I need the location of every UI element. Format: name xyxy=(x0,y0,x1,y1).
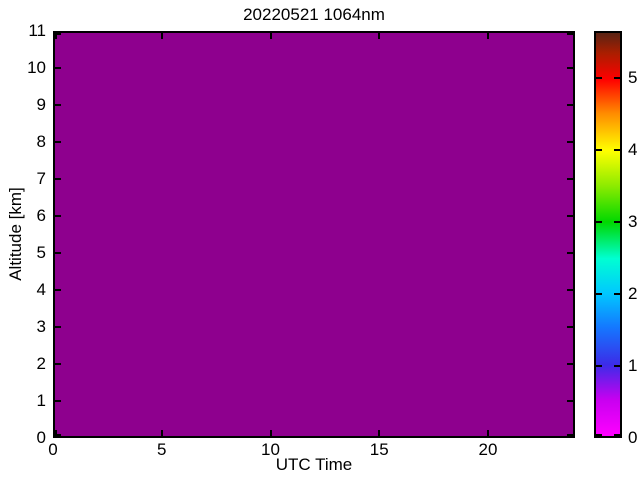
y-tick-label: 9 xyxy=(36,95,46,114)
y-tick-mark xyxy=(567,289,573,291)
x-tick-mark xyxy=(269,430,272,436)
y-tick-label: 11 xyxy=(28,21,46,40)
y-tick-label: 1 xyxy=(36,391,46,410)
x-tick-mark xyxy=(55,430,57,436)
y-tick-mark xyxy=(567,33,573,35)
y-tick-mark xyxy=(567,326,573,328)
colorbar-tick-mark xyxy=(596,148,602,151)
colorbar-tick-label: 0 xyxy=(628,428,638,447)
colorbar-tick-label: 5 xyxy=(628,67,638,87)
x-tick-mark xyxy=(378,430,381,436)
chart-title: 20220521 1064nm xyxy=(243,5,385,24)
x-tick-label: 5 xyxy=(157,440,167,459)
x-tick-mark xyxy=(160,430,163,436)
colorbar-tick-mark xyxy=(596,220,602,223)
y-tick-label: 8 xyxy=(36,132,46,151)
y-tick-label: 7 xyxy=(36,169,46,188)
y-tick-mark xyxy=(55,400,61,402)
y-tick-mark xyxy=(567,67,573,69)
colorbar-tick-label: 3 xyxy=(628,211,638,231)
colorbar-tick-mark xyxy=(596,76,602,79)
y-tick-mark xyxy=(567,178,573,180)
colorbar-tick-mark xyxy=(614,364,620,367)
y-tick-label: 4 xyxy=(36,280,46,299)
y-tick-mark xyxy=(567,434,573,436)
y-axis-label: Altitude [km] xyxy=(6,187,25,281)
colorbar-tick-mark xyxy=(596,434,602,436)
x-tick-mark xyxy=(487,430,489,436)
colorbar-tick-mark xyxy=(614,76,620,79)
x-tick-mark xyxy=(487,33,489,39)
colorbar-tick-mark xyxy=(596,364,602,367)
y-tick-mark xyxy=(55,363,61,365)
x-tick-mark xyxy=(160,33,163,39)
y-tick-label: 0 xyxy=(36,428,46,447)
colorbar-tick-mark xyxy=(614,292,620,295)
y-tick-mark xyxy=(55,252,61,254)
y-tick-mark xyxy=(567,363,573,365)
y-tick-label: 10 xyxy=(27,58,46,77)
x-axis-label: UTC Time xyxy=(275,455,353,474)
colorbar-tick-mark xyxy=(596,292,602,295)
colorbar-tick-label: 1 xyxy=(628,355,638,375)
colorbar xyxy=(594,31,622,438)
colorbar-tick-mark xyxy=(614,148,620,151)
y-tick-mark xyxy=(567,141,573,143)
y-tick-mark xyxy=(55,178,61,180)
y-tick-mark xyxy=(55,104,61,106)
y-tick-mark xyxy=(567,104,573,106)
x-tick-label: 0 xyxy=(48,440,58,459)
colorbar-tick-mark xyxy=(614,434,620,436)
y-tick-mark xyxy=(55,141,61,143)
y-tick-mark xyxy=(567,252,573,254)
y-tick-mark xyxy=(55,67,61,69)
colorbar-tick-mark xyxy=(614,220,620,223)
y-tick-label: 5 xyxy=(36,243,46,262)
colorbar-tick-label: 2 xyxy=(628,283,638,303)
y-tick-mark xyxy=(55,326,61,328)
x-tick-label: 15 xyxy=(369,440,389,459)
y-tick-label: 6 xyxy=(36,206,46,225)
y-tick-label: 3 xyxy=(36,317,46,336)
y-tick-mark xyxy=(567,400,573,402)
y-tick-mark xyxy=(55,33,61,35)
plot-area xyxy=(53,31,575,438)
y-tick-label: 2 xyxy=(36,354,46,373)
colorbar-tick-label: 4 xyxy=(628,139,638,159)
x-tick-mark xyxy=(55,33,57,39)
y-tick-mark xyxy=(567,215,573,217)
x-tick-mark xyxy=(269,33,272,39)
y-tick-mark xyxy=(55,289,61,291)
y-tick-mark xyxy=(55,434,61,436)
x-tick-label: 10 xyxy=(261,440,280,459)
x-tick-label: 20 xyxy=(478,440,498,459)
x-tick-mark xyxy=(378,33,381,39)
y-tick-mark xyxy=(55,215,61,217)
